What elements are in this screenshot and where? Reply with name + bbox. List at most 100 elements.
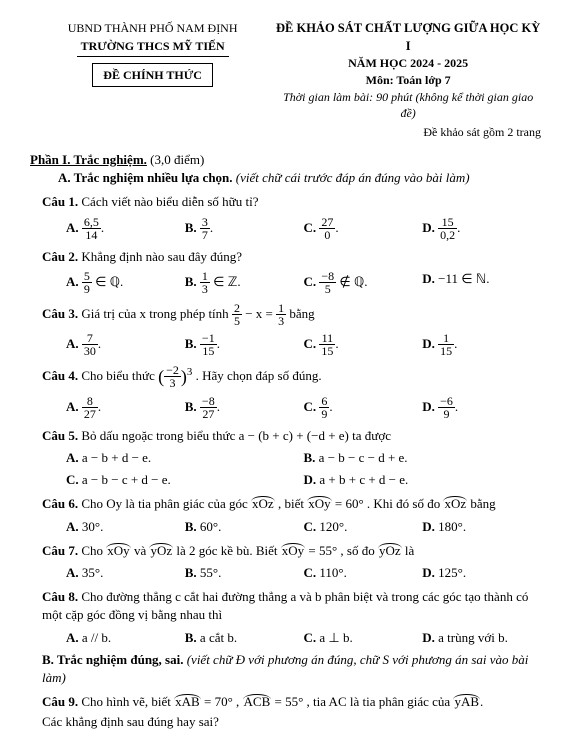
q2-opt-a: A. 59 ∈ ℚ. (66, 270, 185, 296)
q2b-den: 3 (200, 283, 210, 296)
part1-title-text: Phần I. Trắc nghiệm. (30, 152, 147, 167)
dot: . (454, 336, 457, 351)
dot: . (335, 336, 338, 351)
q5-opt-a: A. a − b + d − e. (66, 449, 304, 467)
q7a: 35°. (82, 565, 103, 580)
question-9: Câu 9. Cho hình vẽ, biết xAB = 70° , ACB… (42, 693, 541, 711)
q2b-num: 1 (200, 270, 210, 283)
q5a: a − b + d − e. (82, 450, 151, 465)
q6c: 120°. (319, 519, 347, 534)
q3-label: Câu 3. (42, 306, 78, 321)
q2a-num: 5 (82, 270, 92, 283)
header-right: ĐỀ KHẢO SÁT CHẤT LƯỢNG GIỮA HỌC KỲ I NĂM… (275, 20, 541, 141)
q6-arc3: xOz (443, 496, 467, 510)
opt-d-label: D. (422, 336, 438, 351)
q8d: a trùng với b. (438, 630, 508, 645)
question-1: Câu 1. Cách viết nào biểu diễn số hữu tỉ… (42, 193, 541, 211)
q8-label: Câu 8. (42, 589, 78, 604)
org-line: UBND THÀNH PHỐ NAM ĐỊNH (30, 20, 275, 37)
q8c: a ⊥ b. (319, 630, 352, 645)
opt-c-label: C. (304, 630, 320, 645)
q5d: a + b + c + d − e. (319, 472, 408, 487)
q4b-den: 27 (200, 408, 217, 421)
q2-text: Khẳng định nào sau đây đúng? (78, 249, 242, 264)
q5-opt-c: C. a − b − c + d − e. (66, 471, 304, 489)
q1-label: Câu 1. (42, 194, 78, 209)
q4a-num: 8 (82, 395, 98, 408)
q3-opt-b: B. −115. (185, 332, 304, 358)
q4-opt-a: A. 827. (66, 395, 185, 421)
q4c-den: 9 (319, 408, 329, 421)
opt-a-label: A. (66, 220, 82, 235)
q1-options: A. 6,514. B. 37. C. 270. D. 150,2. (66, 216, 541, 242)
part1-title: Phần I. Trắc nghiệm. (3,0 điểm) (30, 151, 541, 169)
q7-m3: = 55° , số đo (305, 543, 378, 558)
opt-a-label: A. (66, 399, 82, 414)
q1-opt-b: B. 37. (185, 216, 304, 242)
q9-m1: = 70° , (201, 694, 243, 709)
opt-c-label: C. (304, 565, 320, 580)
q1-opt-a: A. 6,514. (66, 216, 185, 242)
opt-c-label: C. (304, 336, 320, 351)
q7-options: A. 35°. B. 55°. C. 110°. D. 125°. (66, 564, 541, 582)
opt-d-label: D. (422, 271, 438, 286)
dot: . (217, 336, 220, 351)
q8-options: A. a // b. B. a cắt b. C. a ⊥ b. D. a tr… (66, 629, 541, 647)
opt-d-label: D. (422, 630, 438, 645)
q6d: 180°. (438, 519, 466, 534)
opt-d-label: D. (422, 519, 438, 534)
q7d: 125°. (438, 565, 466, 580)
q3-e2d: 3 (276, 315, 286, 328)
opt-d-label: D. (422, 220, 438, 235)
q7-m2: là 2 góc kề bù. Biết (173, 543, 281, 558)
q3c-den: 15 (319, 345, 335, 358)
q4-exp: 3 (187, 366, 192, 378)
opt-c-label: C. (304, 399, 320, 414)
opt-d-label: D. (304, 472, 320, 487)
opt-a-label: A. (66, 274, 82, 289)
opt-b-label: B. (185, 630, 200, 645)
dot: . (101, 220, 104, 235)
q7-arc3: xOy (281, 543, 305, 557)
q9-arc2: ACB (243, 694, 272, 708)
q6-label: Câu 6. (42, 496, 78, 511)
q6-opt-c: C. 120°. (304, 518, 423, 536)
opt-b-label: B. (185, 336, 200, 351)
q2c-tail: ∉ ℚ. (336, 274, 367, 289)
q2d: −11 ∈ ℕ. (438, 271, 489, 286)
opt-b-label: B. (185, 274, 200, 289)
q7-arc2: yOz (149, 543, 173, 557)
dot: . (98, 336, 101, 351)
opt-c-label: C. (66, 472, 82, 487)
q5b: a − b − c − d + e. (319, 450, 408, 465)
page-count: Đề khảo sát gồm 2 trang (275, 124, 541, 141)
q1a-den: 14 (82, 229, 101, 242)
header: UBND THÀNH PHỐ NAM ĐỊNH TRƯỜNG THCS MỸ T… (30, 20, 541, 141)
q4d-den: 9 (438, 408, 455, 421)
q6-m1: , biết (275, 496, 308, 511)
opt-b-label: B. (185, 565, 200, 580)
dot: . (455, 399, 458, 414)
q5-options: A. a − b + d − e. B. a − b − c − d + e. … (66, 449, 541, 489)
q3-pre: Giá trị của x trong phép tính (78, 306, 232, 321)
dot: . (457, 220, 460, 235)
q6-m2: = 60° . Khi đó số đo (332, 496, 444, 511)
q7-opt-b: B. 55°. (185, 564, 304, 582)
q6-post: bằng (467, 496, 496, 511)
q2-options: A. 59 ∈ ℚ. B. 13 ∈ ℤ. C. −8 5 ∉ ℚ. D. −11… (66, 270, 541, 296)
dot: . (98, 399, 101, 414)
q3-mid: − x = (242, 306, 276, 321)
q2-opt-b: B. 13 ∈ ℤ. (185, 270, 304, 296)
q4-opt-b: B. −827. (185, 395, 304, 421)
q8-opt-a: A. a // b. (66, 629, 185, 647)
opt-a-label: A. (66, 630, 82, 645)
q6-opt-b: B. 60°. (185, 518, 304, 536)
dot: . (210, 220, 213, 235)
school-year: NĂM HỌC 2024 - 2025 (275, 55, 541, 72)
question-8: Câu 8. Cho đường thẳng c cắt hai đường t… (42, 588, 541, 624)
q7-opt-a: A. 35°. (66, 564, 185, 582)
q2c-num: −8 (319, 270, 336, 283)
opt-c-label: C. (304, 274, 320, 289)
question-6: Câu 6. Cho Oy là tia phân giác của góc x… (42, 495, 541, 513)
q3-opt-a: A. 730. (66, 332, 185, 358)
